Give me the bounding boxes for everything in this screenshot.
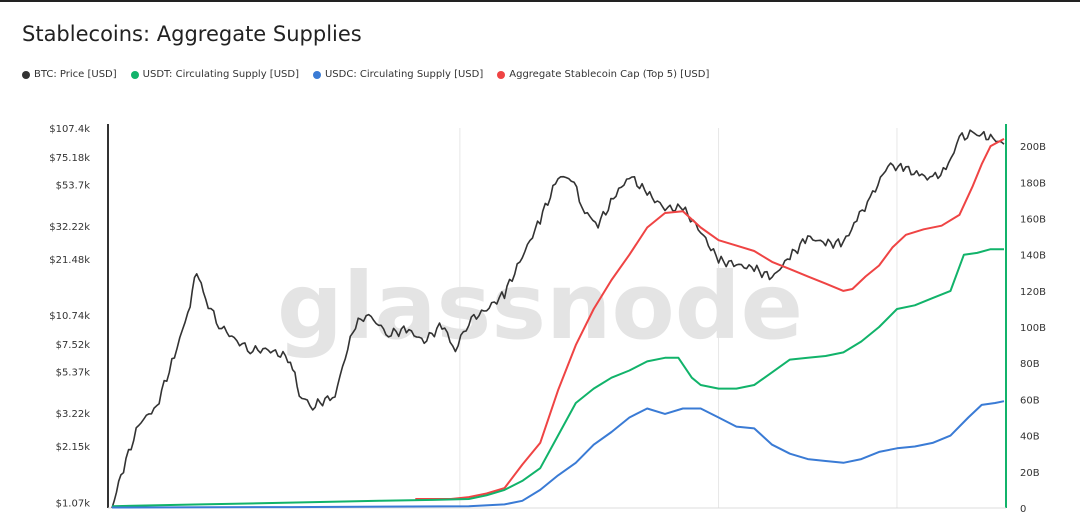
chart-legend: BTC: Price [USD] USDT: Circulating Suppl… — [22, 69, 709, 80]
top-border — [0, 0, 1080, 2]
left-tick-label-3: $5.37k — [56, 367, 91, 378]
chart-title: Stablecoins: Aggregate Supplies — [22, 22, 362, 46]
left-tick-label-6: $21.48k — [49, 255, 90, 266]
right-tick-label-9: 180B — [1020, 178, 1046, 189]
right-tick-label-3: 60B — [1020, 395, 1040, 406]
right-tick-label-7: 140B — [1020, 251, 1046, 262]
left-tick-label-0: $1.07k — [56, 499, 91, 510]
legend-item-aggregate[interactable]: Aggregate Stablecoin Cap (Top 5) [USD] — [497, 69, 709, 80]
legend-dot-btc — [22, 70, 30, 79]
grid-lines — [459, 128, 898, 508]
legend-item-btc[interactable]: BTC: Price [USD] — [22, 69, 117, 80]
series-line-usdc — [111, 400, 1005, 509]
left-tick-label-8: $53.7k — [56, 180, 91, 191]
legend-dot-usdc — [312, 70, 321, 79]
series-line-btc — [111, 129, 1005, 509]
right-tick-label-2: 40B — [1020, 432, 1040, 443]
legend-label-usdc: USDC: Circulating Supply [USD] — [324, 69, 484, 80]
series-line-aggregate — [415, 138, 1005, 500]
left-tick-label-9: $75.18k — [49, 153, 90, 164]
series-line-usdt — [111, 248, 1004, 508]
legend-item-usdc[interactable]: USDC: Circulating Supply [USD] — [312, 69, 484, 80]
left-tick-label-2: $3.22k — [56, 409, 91, 420]
legend-label-aggregate: Aggregate Stablecoin Cap (Top 5) [USD] — [509, 69, 710, 80]
legend-dot-usdt — [130, 70, 139, 79]
watermark: glassnode — [277, 253, 803, 360]
legend-label-btc: BTC: Price [USD] — [34, 69, 117, 80]
left-tick-label-5: $10.74k — [49, 311, 90, 322]
right-tick-label-0: 0 — [1020, 504, 1026, 515]
right-tick-label-10: 200B — [1020, 142, 1046, 153]
left-tick-label-10: $107.4k — [49, 124, 90, 135]
left-tick-label-7: $32.22k — [49, 222, 90, 233]
left-tick-label-1: $2.15k — [56, 442, 91, 453]
legend-item-usdt[interactable]: USDT: Circulating Supply [USD] — [130, 69, 299, 80]
left-tick-label-4: $7.52k — [56, 340, 91, 351]
legend-label-usdt: USDT: Circulating Supply [USD] — [142, 69, 299, 80]
right-tick-label-1: 20B — [1020, 468, 1040, 479]
right-tick-label-8: 160B — [1020, 214, 1046, 225]
right-tick-label-4: 80B — [1020, 359, 1040, 370]
right-tick-label-5: 100B — [1020, 323, 1046, 334]
right-tick-label-6: 120B — [1020, 287, 1046, 298]
legend-dot-aggregate — [497, 70, 506, 79]
series-lines — [111, 129, 1005, 509]
